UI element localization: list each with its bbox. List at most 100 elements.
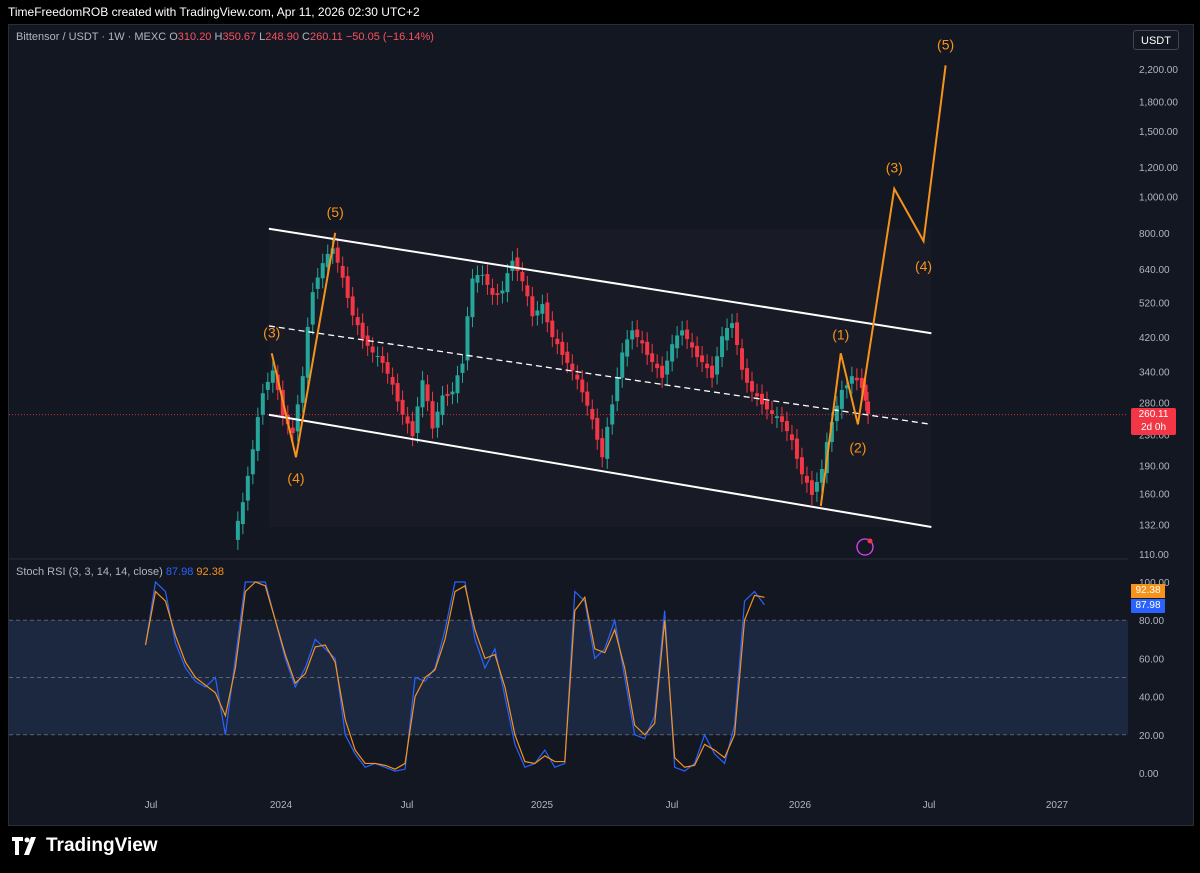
rsi-line-d (144, 581, 765, 770)
candle-body (510, 260, 515, 271)
candle-body (645, 341, 650, 355)
candle-body (470, 278, 475, 318)
candle-body (615, 376, 620, 402)
alert-dot (867, 538, 873, 544)
candle-body (565, 351, 570, 363)
channel-middle-line (268, 325, 932, 425)
candle-body (250, 449, 255, 475)
candle-body (595, 417, 600, 440)
candle-body (440, 395, 445, 415)
candle-body (745, 368, 750, 383)
time-axis-label: 2027 (1046, 800, 1069, 811)
wave-label: (2) (849, 439, 866, 455)
candle-body (690, 342, 695, 348)
channel-shade (268, 228, 932, 527)
candle-body (515, 257, 520, 271)
candle-body (665, 360, 670, 375)
wave-label: (5) (937, 36, 954, 52)
candle-body (685, 329, 690, 340)
candle-body (854, 377, 859, 381)
rsi-axis-label: 100.00 (1139, 578, 1170, 589)
candle-body (600, 438, 605, 458)
candle-body (730, 323, 735, 328)
candle-body (300, 376, 305, 403)
candle-body (315, 277, 320, 289)
candle-body (450, 391, 455, 395)
time-axis-label: 2026 (789, 800, 812, 811)
candle-body (769, 410, 774, 414)
candle-body (580, 379, 585, 393)
candle-body (385, 362, 390, 374)
candle-body (395, 383, 400, 402)
candle-body (495, 293, 500, 296)
candle-body (320, 263, 325, 279)
candle-body (245, 475, 250, 501)
candle-body (620, 352, 625, 378)
tradingview-logo[interactable]: TradingView (12, 835, 158, 857)
channel-upper-line (268, 227, 932, 335)
candle-body (635, 329, 640, 338)
bar-countdown: 2d 0h (1140, 422, 1167, 433)
candle-body (750, 381, 755, 392)
candle-body (625, 339, 630, 357)
time-axis-label: Jul (401, 800, 414, 811)
candle-body (420, 380, 425, 408)
last-price-tag: 260.11 2d 0h (1131, 408, 1176, 435)
price-axis-label: 420.00 (1139, 333, 1170, 344)
time-axis-label: Jul (923, 800, 936, 811)
time-axis-label: 2025 (531, 800, 554, 811)
candle-body (774, 416, 779, 419)
candle-body (240, 502, 245, 525)
change-value: −50.05 (−16.14%) (345, 31, 434, 43)
candle-body (814, 481, 819, 492)
candle-body (570, 363, 575, 371)
wave-label: (1) (832, 326, 849, 342)
candle-body (405, 416, 410, 424)
candle-body (834, 405, 839, 422)
candle-body (789, 434, 794, 441)
wave-label: (3) (263, 324, 280, 340)
candle-body (550, 320, 555, 338)
candle-body (265, 381, 270, 390)
candle-body (390, 376, 395, 385)
candle-body (345, 276, 350, 299)
candle-body (784, 421, 789, 432)
candle-body (260, 393, 265, 415)
currency-button[interactable]: USDT (1133, 30, 1179, 50)
price-axis-label: 340.00 (1139, 367, 1170, 378)
candle-body (430, 401, 435, 429)
candle-body (530, 296, 535, 317)
rsi-axis-label: 60.00 (1139, 654, 1164, 665)
candle-body (380, 356, 385, 363)
wave-label: (4) (287, 470, 304, 486)
rsi-axis-label: 0.00 (1139, 769, 1159, 780)
candle-body (295, 404, 300, 432)
candle-body (365, 335, 370, 346)
candle-body (764, 401, 769, 410)
rsi-band (9, 620, 1128, 735)
candle-body (525, 285, 530, 297)
price-axis-label: 1,500.00 (1139, 127, 1178, 138)
price-axis-label: 280.00 (1139, 399, 1170, 410)
candle-body (794, 438, 799, 459)
price-axis-label: 110.00 (1139, 550, 1169, 561)
candle-body (355, 317, 360, 326)
stoch-rsi-label: Stoch RSI (3, 3, 14, 14, close) (16, 566, 163, 578)
time-axis-label: Jul (145, 800, 158, 811)
candle-body (710, 365, 715, 378)
candle-body (335, 247, 340, 263)
stoch-rsi-k-tag: 87.98 (1131, 599, 1165, 613)
candle-body (640, 340, 645, 344)
candle-body (799, 457, 804, 475)
candle-body (755, 393, 760, 397)
candle-body (819, 469, 824, 483)
candle-body (505, 273, 510, 293)
price-axis-label: 520.00 (1139, 299, 1170, 310)
candle-body (863, 384, 868, 401)
alert-icon (856, 538, 874, 556)
low-value: 248.90 (265, 31, 299, 43)
candle-body (829, 421, 834, 443)
candle-body (720, 336, 725, 358)
price-axis-label: 1,800.00 (1139, 97, 1178, 108)
